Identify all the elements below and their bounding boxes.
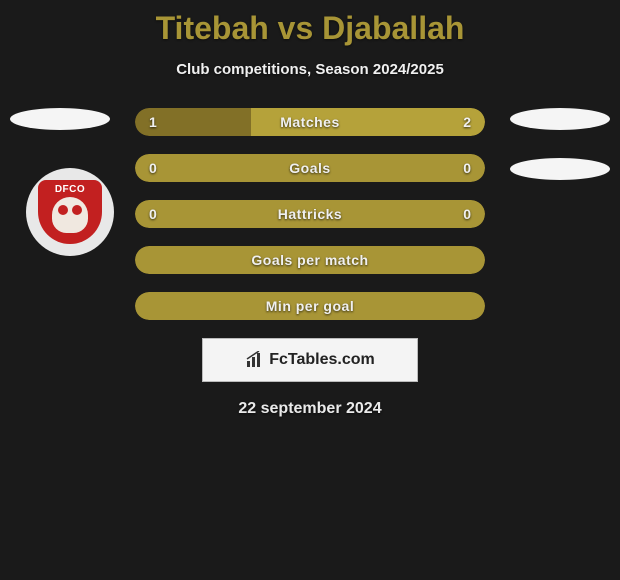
comparison-content: DFCO 12Matches 00Goals 00Hattricks Goals pe… (0, 108, 620, 418)
stat-bar-goals-per-match: Goals per match (135, 246, 485, 274)
bar-label: Goals (135, 154, 485, 182)
bar-label: Goals per match (135, 246, 485, 274)
bar-label: Matches (135, 108, 485, 136)
page-subtitle: Club competitions, Season 2024/2025 (0, 61, 620, 78)
crest-owl-icon (52, 197, 88, 233)
stat-bar-hattricks: 00Hattricks (135, 200, 485, 228)
player1-club-crest: DFCO (26, 168, 114, 256)
player1-photo-placeholder (10, 108, 110, 130)
chart-icon (245, 351, 265, 369)
stat-bar-goals: 00Goals (135, 154, 485, 182)
player2-club-placeholder (510, 158, 610, 180)
crest-shield: DFCO (38, 180, 102, 244)
bar-label: Hattricks (135, 200, 485, 228)
watermark-box: FcTables.com (202, 338, 418, 382)
bar-label: Min per goal (135, 292, 485, 320)
page-title: Titebah vs Djaballah (0, 0, 620, 47)
crest-label: DFCO (55, 184, 85, 195)
player2-photo-placeholder (510, 108, 610, 130)
stat-bars: 12Matches 00Goals 00Hattricks Goals per mat… (135, 108, 485, 320)
date-text: 22 september 2024 (0, 400, 620, 418)
watermark-text: FcTables.com (269, 351, 375, 369)
stat-bar-min-per-goal: Min per goal (135, 292, 485, 320)
stat-bar-matches: 12Matches (135, 108, 485, 136)
